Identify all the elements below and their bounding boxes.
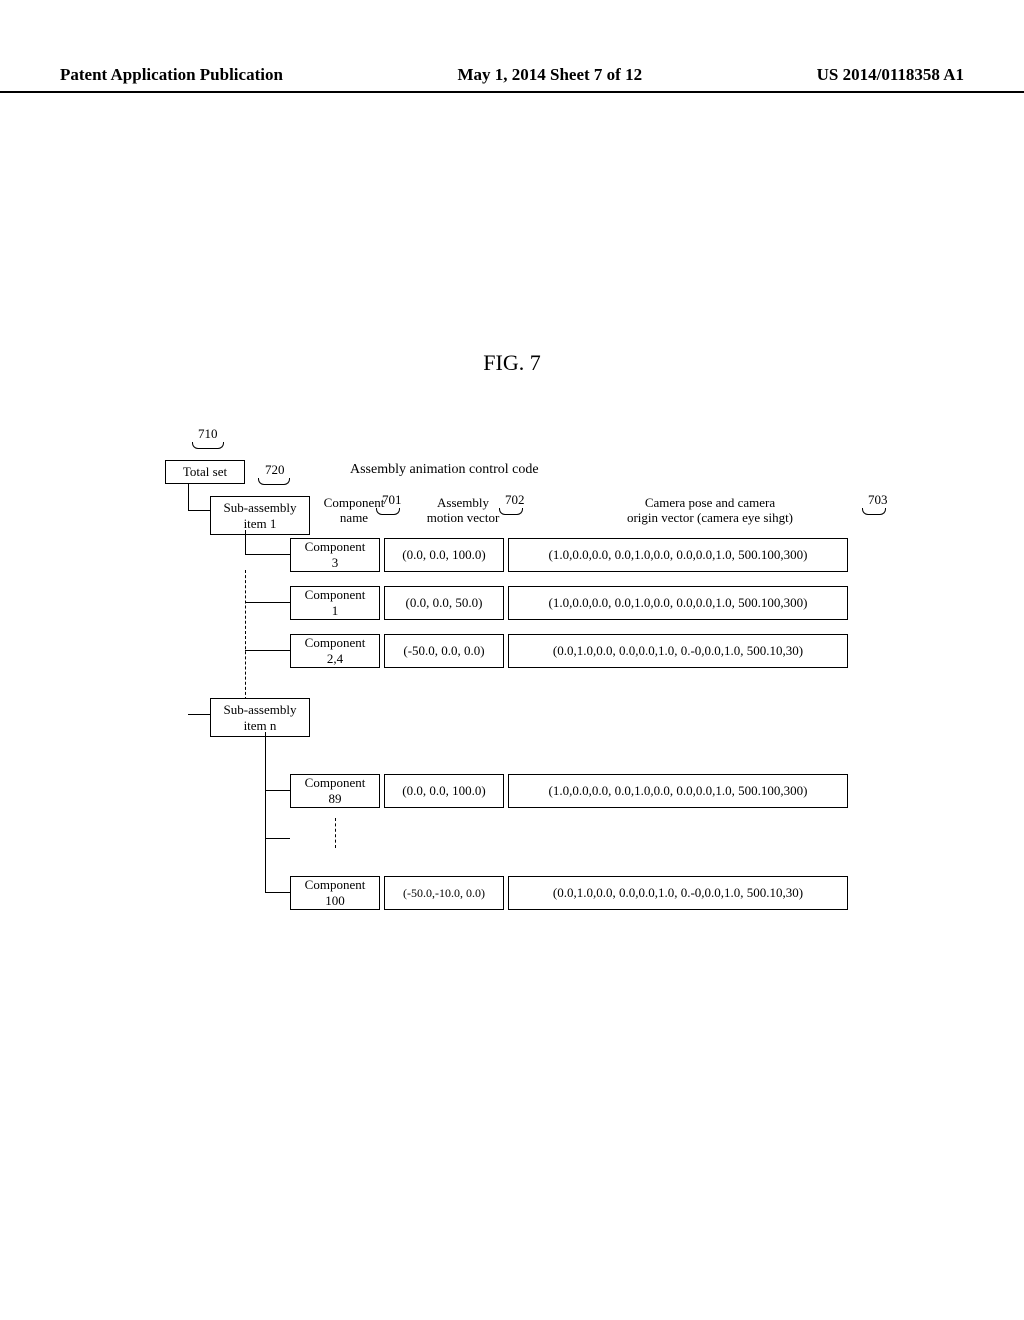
total-set-box: Total set — [165, 460, 245, 484]
conn-subn-h2 — [265, 838, 290, 839]
conn-sub1-h1 — [245, 554, 290, 555]
page-header: Patent Application Publication May 1, 20… — [0, 65, 1024, 93]
ref-703: 703 — [868, 492, 888, 508]
assembly-animation-title: Assembly animation control code — [350, 462, 539, 478]
camera-vector: (1.0,0.0,0.0, 0.0,1.0,0.0, 0.0,0.0,1.0, … — [508, 586, 848, 620]
hook-710 — [192, 442, 224, 449]
camera-vector: (1.0,0.0,0.0, 0.0,1.0,0.0, 0.0,0.0,1.0, … — [508, 538, 848, 572]
camera-vector: (0.0,1.0,0.0, 0.0,0.0,1.0, 0.-0,0.0,1.0,… — [508, 876, 848, 910]
conn-v1 — [188, 484, 189, 510]
comp-name: Component 3 — [290, 538, 380, 572]
header-left: Patent Application Publication — [60, 65, 283, 85]
conn-sub1-h3 — [245, 650, 290, 651]
col-header-camera: Camera pose and camera origin vector (ca… — [580, 496, 840, 526]
motion-vector: (0.0, 0.0, 100.0) — [384, 774, 504, 808]
comp-name: Component 2,4 — [290, 634, 380, 668]
conn-sub1-h2 — [245, 602, 290, 603]
hook-701 — [376, 508, 400, 515]
conn-subn-v — [265, 732, 266, 892]
conn-subn-h — [188, 714, 210, 715]
conn-subn-h3 — [265, 892, 290, 893]
ellipsis-dash — [335, 818, 336, 848]
motion-vector: (-50.0, 0.0, 0.0) — [384, 634, 504, 668]
comp-name: Component 100 — [290, 876, 380, 910]
sub-assembly-n-box: Sub-assembly item n — [210, 698, 310, 737]
hook-702 — [499, 508, 523, 515]
comp-name: Component 89 — [290, 774, 380, 808]
header-right: US 2014/0118358 A1 — [817, 65, 964, 85]
ref-701: 701 — [382, 492, 402, 508]
conn-sub1-down — [245, 530, 246, 554]
ref-710: 710 — [198, 426, 218, 442]
motion-vector: (0.0, 0.0, 100.0) — [384, 538, 504, 572]
conn-sub1-dash — [245, 570, 246, 700]
page: Patent Application Publication May 1, 20… — [0, 0, 1024, 1320]
hook-703 — [862, 508, 886, 515]
hook-720 — [258, 478, 290, 485]
conn-h1 — [188, 510, 210, 511]
sub-assembly-1-box: Sub-assembly item 1 — [210, 496, 310, 535]
ref-720: 720 — [265, 462, 285, 478]
ref-702: 702 — [505, 492, 525, 508]
header-center: May 1, 2014 Sheet 7 of 12 — [457, 65, 642, 85]
comp-name: Component 1 — [290, 586, 380, 620]
motion-vector: (-50.0,-10.0, 0.0) — [384, 876, 504, 910]
motion-vector: (0.0, 0.0, 50.0) — [384, 586, 504, 620]
camera-vector: (0.0,1.0,0.0, 0.0,0.0,1.0, 0.-0,0.0,1.0,… — [508, 634, 848, 668]
figure-title: FIG. 7 — [0, 350, 1024, 376]
conn-subn-h1 — [265, 790, 290, 791]
camera-vector: (1.0,0.0,0.0, 0.0,1.0,0.0, 0.0,0.0,1.0, … — [508, 774, 848, 808]
